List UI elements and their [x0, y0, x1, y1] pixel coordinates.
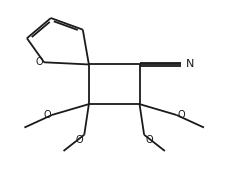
Text: N: N: [185, 59, 194, 70]
Text: O: O: [145, 135, 153, 145]
Text: O: O: [35, 57, 43, 67]
Text: O: O: [43, 110, 51, 120]
Text: O: O: [178, 110, 185, 120]
Text: O: O: [75, 135, 83, 145]
